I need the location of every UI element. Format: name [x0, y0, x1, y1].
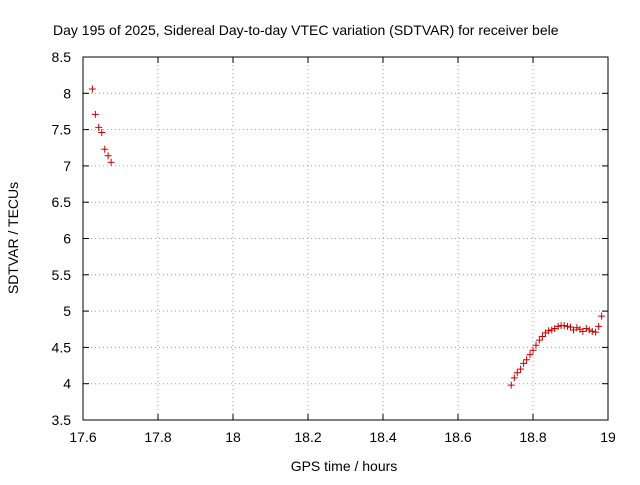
- data-point: [554, 322, 562, 330]
- chart-title: Day 195 of 2025, Sidereal Day-to-day VTE…: [53, 22, 559, 38]
- x-tick-label: 17.6: [69, 429, 96, 445]
- data-point: [507, 381, 515, 389]
- data-point: [529, 346, 537, 354]
- data-point: [510, 374, 518, 382]
- x-axis-label: GPS time / hours: [291, 458, 398, 474]
- data-point: [101, 145, 109, 153]
- data-point: [107, 158, 115, 166]
- x-tick-label: 18.8: [519, 429, 546, 445]
- y-tick-label: 7: [63, 158, 71, 174]
- data-point: [585, 326, 593, 334]
- data-point: [535, 336, 543, 344]
- y-tick-label: 4: [63, 376, 71, 392]
- plot-frame: [82, 56, 609, 421]
- data-point: [598, 312, 606, 320]
- data-point: [104, 152, 112, 160]
- data-point: [91, 110, 99, 118]
- data-point: [520, 359, 528, 367]
- data-point: [595, 322, 603, 330]
- x-tick-label: 18.4: [369, 429, 396, 445]
- y-tick-label: 8.5: [52, 49, 72, 65]
- y-tick-label: 8: [63, 85, 71, 101]
- x-tick-label: 19: [600, 429, 616, 445]
- y-axis-label: SDTVAR / TECUs: [5, 182, 21, 294]
- tick-labels: 17.6 17.8 18 18.2 18.4 18.6 18.8 19 3.5 4 4.5 5 5.5 6…: [52, 49, 616, 445]
- data-point: [579, 327, 587, 335]
- grid-lines: [83, 57, 608, 420]
- x-tick-label: 17.8: [144, 429, 171, 445]
- data-point: [560, 322, 568, 330]
- data-point: [548, 326, 556, 334]
- data-point: [517, 365, 525, 373]
- data-point: [88, 85, 96, 93]
- data-point: [523, 356, 531, 364]
- y-tick-label: 3.5: [52, 412, 72, 428]
- y-tick-label: 4.5: [52, 339, 72, 355]
- x-tick-label: 18: [225, 429, 241, 445]
- data-point: [513, 369, 521, 377]
- data-point: [573, 324, 581, 332]
- data-point: [588, 327, 596, 335]
- data-point: [526, 351, 534, 359]
- data-point: [95, 123, 103, 131]
- y-tick-label: 5: [63, 303, 71, 319]
- data-point: [582, 325, 590, 333]
- y-tick-label: 6: [63, 231, 71, 247]
- y-tick-label: 5.5: [52, 267, 72, 283]
- data-point: [98, 129, 106, 137]
- data-point: [532, 341, 540, 349]
- x-tick-label: 18.6: [444, 429, 471, 445]
- data-points: [88, 85, 606, 389]
- data-point: [592, 328, 600, 336]
- data-point: [567, 323, 574, 331]
- data-point: [538, 333, 546, 341]
- data-point: [545, 327, 553, 335]
- y-tick-label: 6.5: [52, 194, 72, 210]
- y-tick-label: 7.5: [52, 122, 72, 138]
- data-point: [564, 322, 571, 330]
- x-tick-label: 18.2: [294, 429, 321, 445]
